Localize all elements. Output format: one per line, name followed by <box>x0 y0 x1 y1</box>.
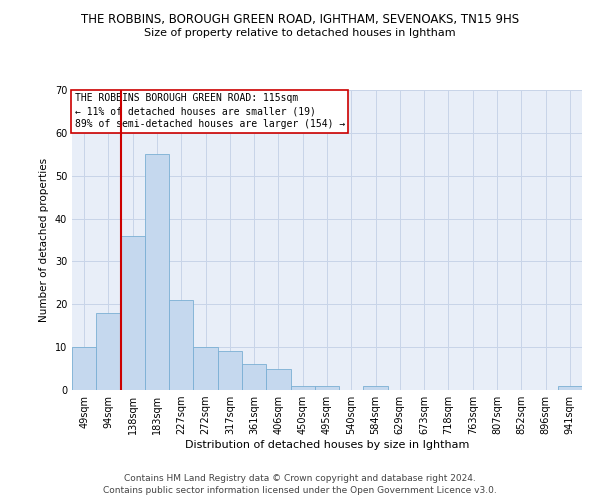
Bar <box>72 347 96 390</box>
Text: THE ROBBINS, BOROUGH GREEN ROAD, IGHTHAM, SEVENOAKS, TN15 9HS: THE ROBBINS, BOROUGH GREEN ROAD, IGHTHAM… <box>81 12 519 26</box>
Bar <box>364 386 388 390</box>
Bar <box>193 347 218 390</box>
Bar <box>96 313 121 390</box>
Bar <box>218 352 242 390</box>
Bar <box>145 154 169 390</box>
Bar <box>558 386 582 390</box>
Bar <box>315 386 339 390</box>
Text: Size of property relative to detached houses in Ightham: Size of property relative to detached ho… <box>144 28 456 38</box>
Bar <box>121 236 145 390</box>
Text: THE ROBBINS BOROUGH GREEN ROAD: 115sqm
← 11% of detached houses are smaller (19): THE ROBBINS BOROUGH GREEN ROAD: 115sqm ←… <box>74 93 345 130</box>
Y-axis label: Number of detached properties: Number of detached properties <box>39 158 49 322</box>
Text: Contains HM Land Registry data © Crown copyright and database right 2024.
Contai: Contains HM Land Registry data © Crown c… <box>103 474 497 495</box>
Bar <box>169 300 193 390</box>
Bar <box>290 386 315 390</box>
X-axis label: Distribution of detached houses by size in Ightham: Distribution of detached houses by size … <box>185 440 469 450</box>
Bar <box>266 368 290 390</box>
Bar <box>242 364 266 390</box>
